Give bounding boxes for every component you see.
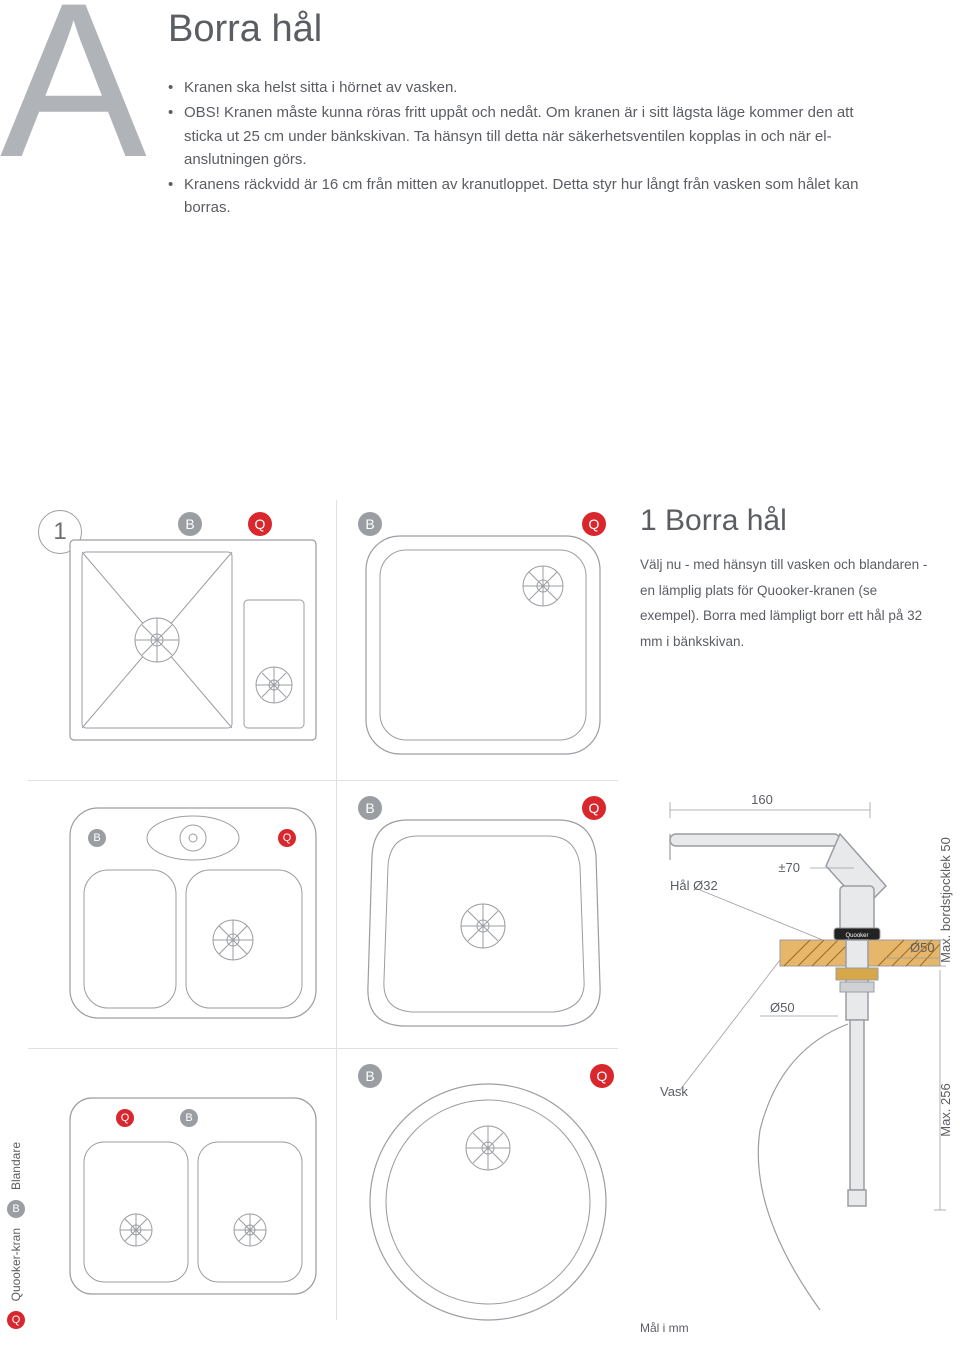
legend: Q Quooker-kran B Blandare: [2, 1142, 30, 1329]
legend-b-icon: B: [7, 1200, 25, 1218]
badge-q-icon: Q: [590, 1064, 614, 1088]
sink-example-6: B Q: [358, 1062, 618, 1322]
svg-text:Quooker: Quooker: [845, 933, 868, 939]
badge-q-icon: Q: [582, 796, 606, 820]
vask-label: Vask: [660, 1084, 688, 1099]
sink-example-5: Q B: [68, 1090, 318, 1300]
step-title: 1 Borra hål: [640, 504, 930, 538]
badge-b-icon: B: [180, 1109, 198, 1127]
legend-b-label: Blandare: [9, 1142, 23, 1190]
legend-q-icon: Q: [7, 1311, 25, 1329]
badge-b-icon: B: [88, 829, 106, 847]
units-label: Mål i mm: [640, 1321, 689, 1335]
d50-top: Ø50: [910, 940, 935, 955]
badge-b-icon: B: [358, 512, 382, 536]
hole-diameter-label: Hål Ø32: [670, 878, 718, 893]
badge-b-icon: B: [358, 1064, 382, 1088]
sink-example-2: B Q: [358, 516, 608, 766]
badge-b-icon: B: [358, 796, 382, 820]
bullet-item: Kranen ska helst sitta i hörnet av vaske…: [168, 76, 868, 99]
badge-b-icon: B: [178, 512, 202, 536]
sink-example-3: B Q: [68, 800, 318, 1030]
bullet-item: OBS! Kranen måste kunna röras fritt uppå…: [168, 101, 868, 171]
sink-example-1: B Q: [68, 530, 318, 760]
max-256-label: Max. 256: [938, 1083, 953, 1136]
legend-q-label: Quooker-kran: [9, 1228, 23, 1301]
dim-160: 160: [751, 792, 773, 807]
faucet-dimension-diagram: 160 ±70 Hål Ø32: [640, 790, 940, 1330]
dim-70: ±70: [778, 860, 800, 875]
instruction-bullets: Kranen ska helst sitta i hörnet av vaske…: [168, 76, 868, 222]
d50-bottom: Ø50: [770, 1000, 795, 1015]
bullet-item: Kranens räckvidd är 16 cm från mitten av…: [168, 173, 868, 220]
badge-q-icon: Q: [248, 512, 272, 536]
step-description: 1 Borra hål Välj nu - med hänsyn till va…: [640, 504, 930, 655]
page-title: Borra hål: [168, 8, 322, 51]
sink-examples-grid: B Q B: [28, 500, 618, 1320]
section-letter: A: [0, 0, 147, 190]
step-body: Välj nu - med hänsyn till vasken och bla…: [640, 552, 930, 655]
sink-example-4: B Q: [358, 796, 608, 1040]
badge-q-icon: Q: [582, 512, 606, 536]
badge-q-icon: Q: [278, 829, 296, 847]
badge-q-icon: Q: [116, 1109, 134, 1127]
